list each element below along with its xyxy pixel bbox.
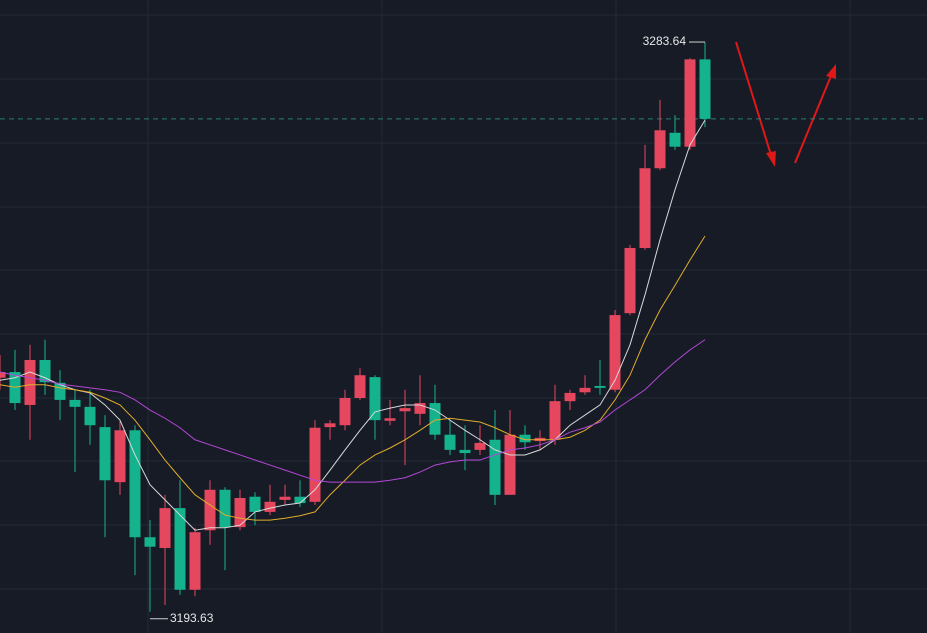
candle-body <box>144 537 156 547</box>
candle-body <box>114 430 126 483</box>
candle-body <box>369 377 381 421</box>
candle-body <box>579 387 591 393</box>
candle-body <box>474 442 486 450</box>
candle-body <box>174 508 186 590</box>
candle-body <box>324 423 336 428</box>
arrows <box>735 41 836 167</box>
candle-body <box>489 439 501 495</box>
candle-body <box>699 59 711 119</box>
ma-line <box>0 235 706 521</box>
candle-body <box>354 375 366 398</box>
candle-body <box>84 406 96 426</box>
high-label: 3283.64 <box>643 34 687 48</box>
candle-body <box>414 403 426 414</box>
candle-body <box>519 434 531 443</box>
candle-body <box>639 168 651 248</box>
candle-body <box>309 427 321 502</box>
candle-body <box>609 315 621 390</box>
candle-body <box>39 360 51 383</box>
candle-body <box>294 496 306 504</box>
candle-body <box>264 501 276 512</box>
arrow-down <box>735 41 772 156</box>
candle-body <box>204 489 216 531</box>
candle-body <box>249 496 261 512</box>
candle-body <box>654 130 666 169</box>
candle-body <box>339 397 351 426</box>
candle-body <box>504 434 516 495</box>
candle-body <box>384 418 396 421</box>
candle-body <box>234 497 246 528</box>
candle-body <box>594 385 606 388</box>
arrow-head <box>826 64 836 79</box>
candle-body <box>189 532 201 590</box>
candle-body <box>54 382 66 400</box>
candles <box>0 42 711 612</box>
candle-body <box>624 247 636 314</box>
candle-body <box>99 427 111 481</box>
candle-body <box>0 372 6 378</box>
arrow-head <box>766 151 776 167</box>
candle-body <box>129 430 141 538</box>
candle-body <box>684 59 696 147</box>
candle-body <box>279 496 291 500</box>
low-label: 3193.63 <box>170 611 214 625</box>
candle-body <box>69 399 81 407</box>
candle-body <box>399 408 411 412</box>
candle-body <box>564 392 576 402</box>
candle-body <box>669 132 681 147</box>
ma-line <box>0 119 706 531</box>
candle-body <box>459 449 471 454</box>
candle-body <box>219 489 231 528</box>
candle-body <box>429 403 441 435</box>
ma-line <box>0 339 706 483</box>
arrow-up <box>794 75 832 164</box>
candle-body <box>549 401 561 440</box>
candle-body <box>444 434 456 450</box>
candle-body <box>159 508 171 548</box>
candle-body <box>24 360 36 405</box>
